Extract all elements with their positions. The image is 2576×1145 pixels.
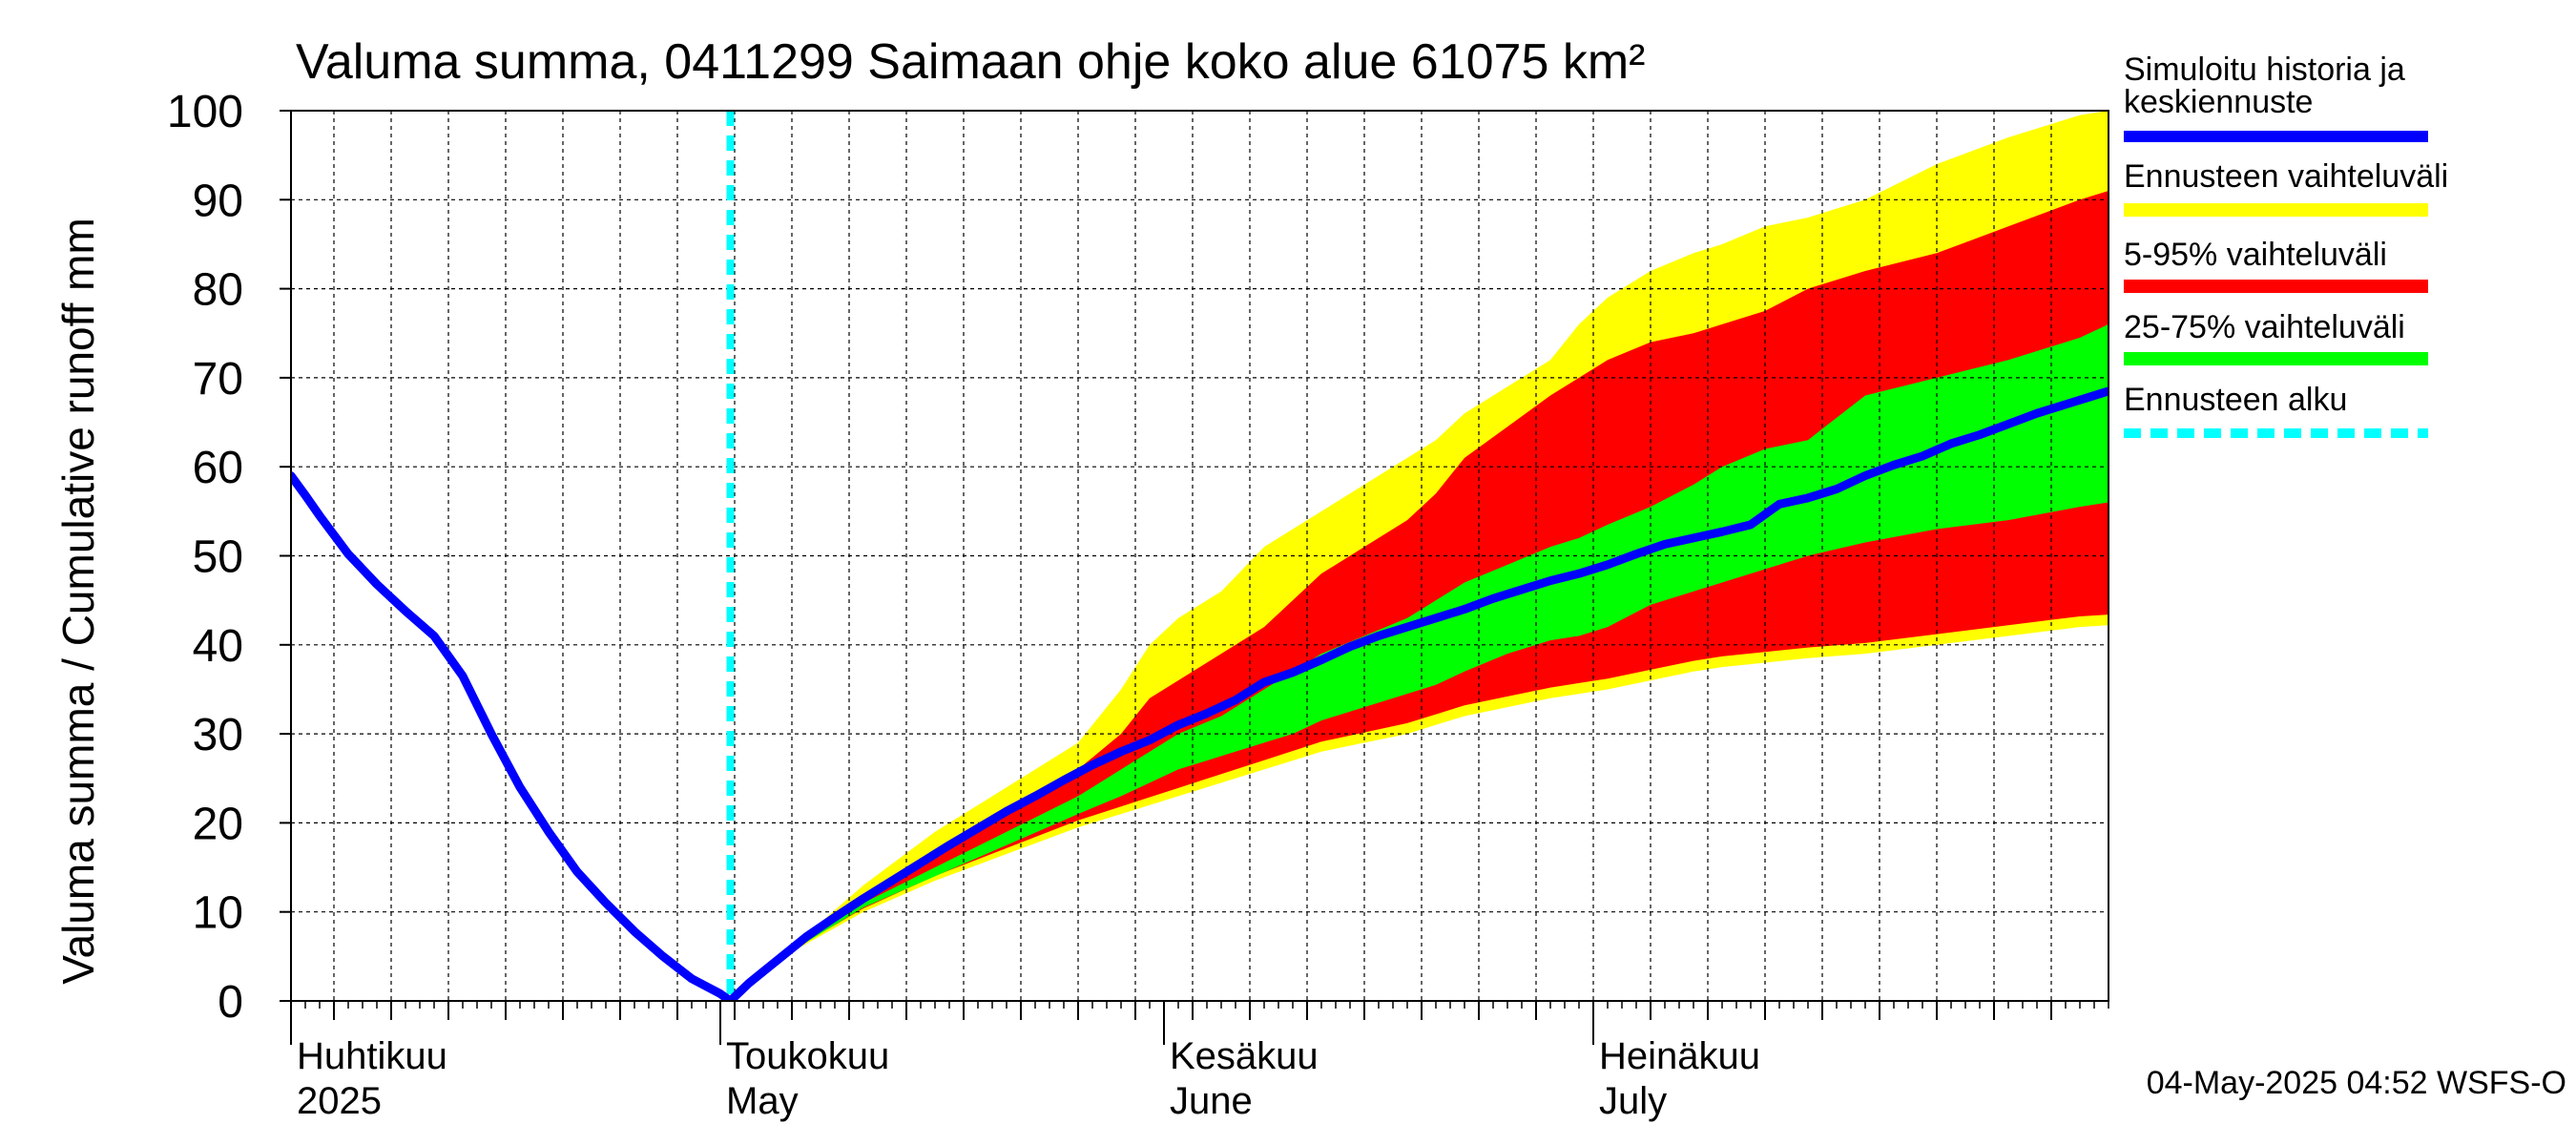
month-label-fi: Toukokuu bbox=[726, 1035, 889, 1077]
legend-label-history-line1: Simuloitu historia ja bbox=[2124, 52, 2405, 88]
month-label-en: June bbox=[1170, 1080, 1253, 1122]
y-axis-ticks: 0 10 20 30 40 50 60 70 80 90 100 bbox=[167, 87, 291, 1028]
month-label-fi: Huhtikuu bbox=[297, 1035, 447, 1077]
y-tick-label: 60 bbox=[193, 443, 243, 493]
month-label-fi: Kesäkuu bbox=[1170, 1035, 1319, 1077]
x-axis-ticks bbox=[290, 1001, 2109, 1045]
p25-75-band bbox=[730, 323, 2109, 1001]
history-median-line bbox=[291, 386, 2109, 1001]
footer-timestamp: 04-May-2025 04:52 WSFS-O bbox=[2147, 1065, 2566, 1101]
legend-label-history-line2: keskiennuste bbox=[2124, 84, 2313, 120]
chart-title: Valuma summa, 0411299 Saimaan ohje koko … bbox=[296, 34, 1645, 90]
y-tick-label: 10 bbox=[193, 888, 243, 939]
legend: Simuloitu historia ja keskiennuste Ennus… bbox=[2124, 52, 2448, 438]
legend-label-range: Ennusteen vaihteluväli bbox=[2124, 158, 2448, 195]
y-tick-label: 100 bbox=[167, 87, 243, 137]
y-tick-label: 30 bbox=[193, 710, 243, 760]
y-tick-label: 0 bbox=[218, 977, 243, 1028]
month-label-en: May bbox=[726, 1080, 799, 1122]
y-tick-label: 80 bbox=[193, 265, 243, 316]
y-tick-label: 70 bbox=[193, 354, 243, 405]
month-label-en: 2025 bbox=[297, 1080, 382, 1122]
month-label-fi: Heinäkuu bbox=[1599, 1035, 1760, 1077]
y-axis-label: Valuma summa / Cumulative runoff mm bbox=[53, 218, 103, 985]
y-tick-label: 20 bbox=[193, 799, 243, 849]
legend-label-forecast-start: Ennusteen alku bbox=[2124, 382, 2347, 418]
legend-label-p5-95: 5-95% vaihteluväli bbox=[2124, 237, 2387, 273]
legend-label-p25-75: 25-75% vaihteluväli bbox=[2124, 309, 2405, 345]
y-tick-label: 40 bbox=[193, 621, 243, 672]
month-label-en: July bbox=[1599, 1080, 1667, 1122]
y-tick-label: 90 bbox=[193, 176, 243, 226]
y-tick-label: 50 bbox=[193, 532, 243, 583]
series-lines bbox=[291, 111, 2109, 1001]
